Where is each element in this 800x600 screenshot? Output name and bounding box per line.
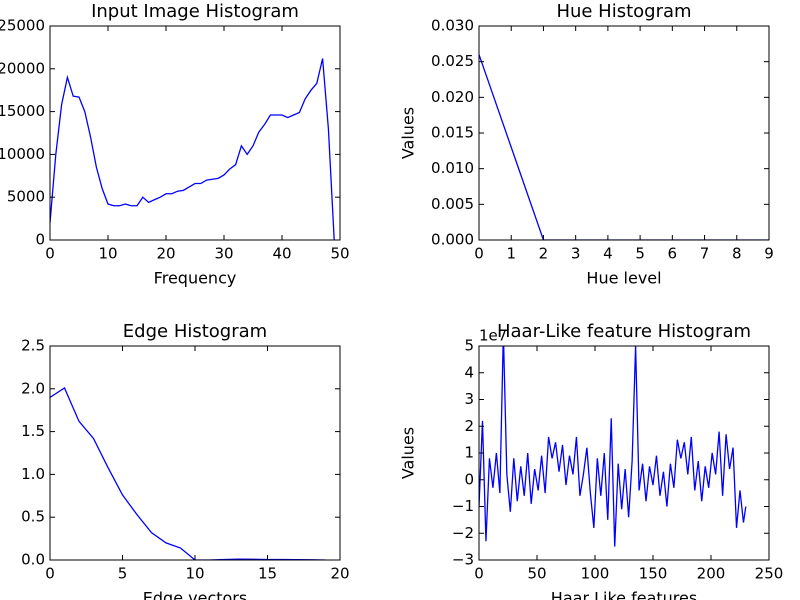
y-tick-label: 2: [464, 417, 474, 435]
y-tick-label: 0: [464, 470, 474, 488]
x-tick-label: 9: [764, 245, 774, 263]
x-tick-label: 4: [603, 245, 613, 263]
x-tick-label: 0: [45, 565, 55, 583]
x-tick-label: 7: [700, 245, 710, 263]
x-tick-label: 100: [581, 565, 610, 583]
subplot: 0 1 2 3 4 5 6 7 8 9 0.000 0.005 0.010 0.015 0.020 0.025…: [399, 1, 774, 288]
x-axis-label: Edge vectors: [143, 589, 247, 600]
x-axis-label: Haar Like features: [551, 589, 697, 600]
data-line: [479, 346, 747, 547]
x-tick-label: 250: [755, 565, 784, 583]
offset-label: 1e7: [479, 327, 507, 345]
y-axis-label: Values: [399, 107, 418, 159]
y-tick-label: 0.5: [21, 508, 45, 526]
x-tick-label: 8: [732, 245, 742, 263]
x-tick-label: 50: [527, 565, 546, 583]
x-tick-label: 30: [214, 245, 233, 263]
x-tick-label: 6: [668, 245, 678, 263]
x-tick-label: 20: [156, 245, 175, 263]
chart-title: Hue Histogram: [556, 1, 691, 22]
chart-title: Haar-Like feature Histogram: [497, 321, 751, 342]
y-tick-label: −3: [452, 551, 474, 569]
y-tick-label: 0.005: [431, 195, 474, 213]
y-tick-label: 20000: [0, 59, 45, 77]
subplot: 0 5 10 15 20 0.0 0.5 1.0 1.5 2.0 2.5 Edge Histogram…: [21, 321, 349, 600]
x-tick-label: 15: [258, 565, 277, 583]
subplot: 0 10 20 30 40 50 0 5000 10000 15000 20000 25000 Inpu…: [0, 1, 350, 288]
y-tick-label: 2.5: [21, 337, 45, 355]
y-tick-label: 25000: [0, 17, 45, 35]
x-tick-label: 200: [697, 565, 726, 583]
y-tick-label: 0.010: [431, 159, 474, 177]
x-tick-label: 20: [330, 565, 349, 583]
x-axis-label: Frequency: [154, 269, 237, 288]
x-tick-label: 1: [506, 245, 516, 263]
data-line: [479, 54, 769, 240]
x-tick-label: 50: [330, 245, 349, 263]
y-tick-label: 0.020: [431, 88, 474, 106]
y-tick-label: 2.0: [21, 379, 45, 397]
x-axis-label: Hue level: [586, 269, 661, 288]
x-tick-label: 0: [474, 565, 484, 583]
y-axis-label: Values: [399, 427, 418, 479]
axes-frame: [478, 25, 770, 241]
chart-title: Edge Histogram: [123, 321, 267, 342]
x-tick-label: 0: [474, 245, 484, 263]
y-tick-label: 10000: [0, 145, 45, 163]
y-tick-label: −2: [452, 524, 474, 542]
data-line: [50, 386, 326, 560]
y-tick-label: 5000: [7, 188, 45, 206]
y-tick-label: 0.025: [431, 52, 474, 70]
y-tick-label: 0.0: [21, 551, 45, 569]
y-tick-label: 3: [464, 390, 474, 408]
y-tick-label: −1: [452, 497, 474, 515]
y-tick-label: 4: [464, 363, 474, 381]
x-tick-label: 0: [45, 245, 55, 263]
y-tick-label: 0.015: [431, 124, 474, 142]
x-tick-label: 10: [185, 565, 204, 583]
y-tick-label: 1.5: [21, 422, 45, 440]
x-tick-label: 5: [118, 565, 128, 583]
x-tick-label: 5: [635, 245, 645, 263]
y-tick-label: 5: [464, 337, 474, 355]
x-tick-label: 40: [272, 245, 291, 263]
y-tick-label: 15000: [0, 102, 45, 120]
x-tick-label: 150: [639, 565, 668, 583]
axes-frame: [49, 345, 341, 561]
data-line: [50, 58, 335, 240]
y-tick-label: 0: [35, 231, 45, 249]
x-tick-label: 10: [98, 245, 117, 263]
y-tick-label: 1.0: [21, 465, 45, 483]
chart-title: Input Image Histogram: [91, 1, 299, 22]
x-tick-label: 3: [571, 245, 581, 263]
axes-frame: [49, 25, 341, 241]
y-tick-label: 0.000: [431, 231, 474, 249]
x-tick-label: 2: [539, 245, 549, 263]
subplot: 0 50 100 150 200 250 −3 −2 −1 0 1 2 3 4 5 Haar-Like fea…: [399, 321, 784, 600]
y-tick-label: 0.030: [431, 17, 474, 35]
y-tick-label: 1: [464, 444, 474, 462]
